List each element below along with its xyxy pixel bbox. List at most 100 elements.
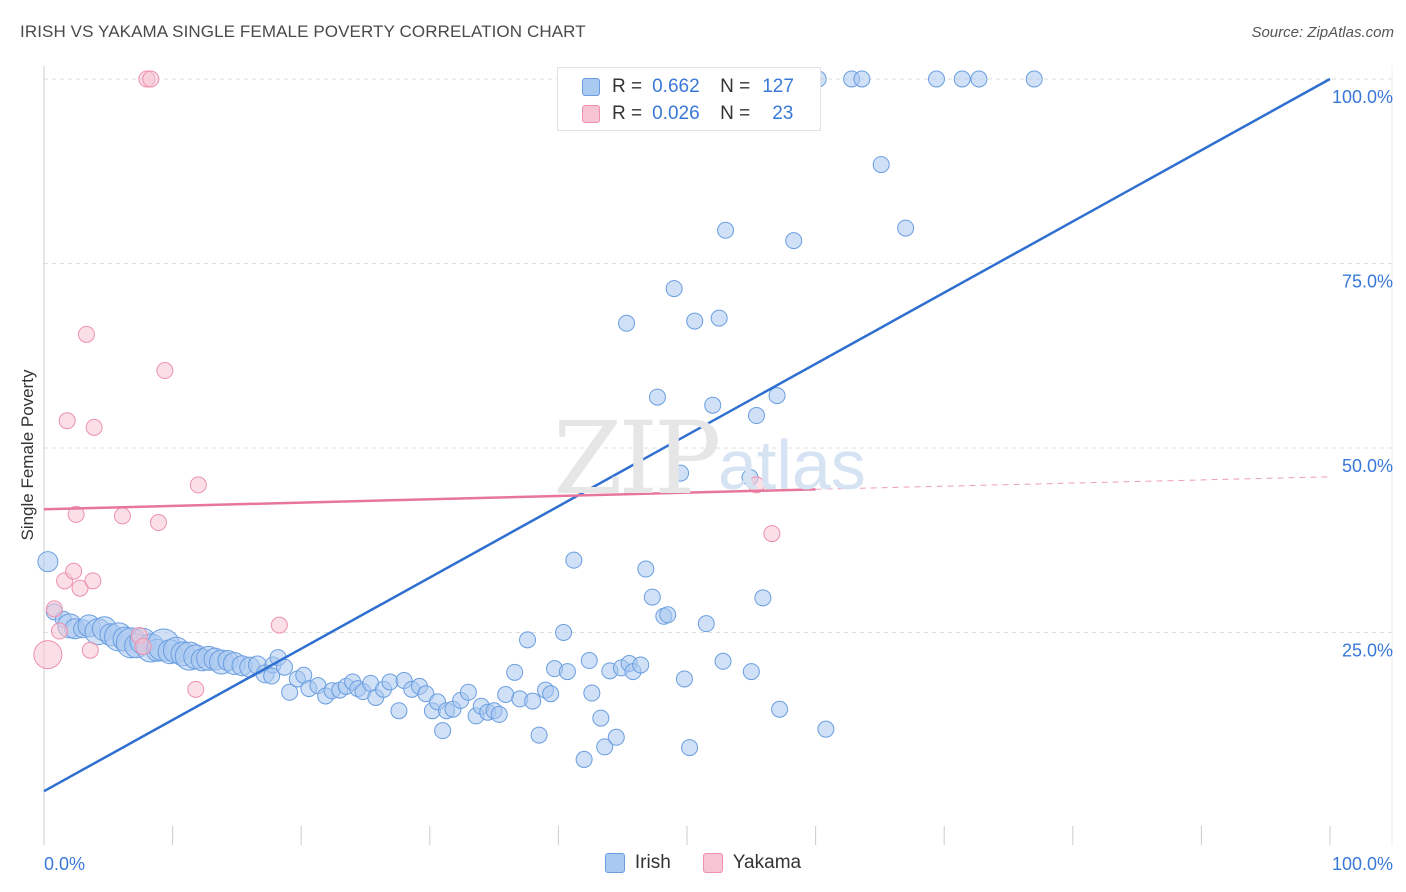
yakama-point: [67, 505, 85, 523]
irish-point: [771, 700, 789, 718]
irish-point: [417, 685, 435, 703]
irish-legend-label: Irish: [634, 852, 671, 873]
irish-point: [580, 652, 598, 670]
y-tick-label-3: 100.0%: [1332, 87, 1393, 107]
legend-item-yakama[interactable]: Yakama: [702, 852, 802, 874]
irish-point: [575, 750, 593, 768]
x-tick-label-0: 0.0%: [44, 854, 85, 874]
series-legend: Irish Yakama: [0, 852, 1406, 874]
irish-point: [681, 739, 699, 757]
irish-point: [281, 683, 299, 701]
irish-point: [555, 624, 573, 641]
irish-point: [785, 232, 803, 250]
irish-point: [675, 670, 693, 688]
irish-point: [618, 314, 636, 332]
yakama-point: [33, 640, 63, 670]
yakama-point: [189, 476, 207, 494]
irish-point: [434, 722, 452, 740]
yakama-r-value: 0.026: [652, 103, 700, 124]
irish-point: [970, 70, 988, 88]
irish-point: [583, 684, 601, 702]
y-tick-label-0: 25.0%: [1342, 641, 1393, 661]
yakama-point: [77, 325, 95, 343]
irish-point: [747, 407, 765, 425]
irish-trend-line: [43, 77, 1331, 793]
irish-point: [632, 656, 650, 674]
yakama-point: [81, 641, 99, 659]
yakama-legend-swatch: [702, 853, 723, 873]
irish-point: [659, 606, 677, 624]
irish-point: [717, 221, 735, 239]
y-axis-label: Single Female Poverty: [18, 369, 37, 541]
irish-point: [592, 709, 610, 727]
legend-item-irish[interactable]: Irish: [604, 852, 671, 874]
irish-r-label: R =: [612, 76, 643, 97]
yakama-n-label: N =: [720, 103, 751, 124]
x-tick-label-1: 100.0%: [1332, 854, 1393, 874]
irish-point: [665, 280, 683, 298]
yakama-point: [84, 572, 102, 590]
irish-point: [853, 70, 871, 88]
irish-point: [927, 70, 945, 88]
irish-point: [872, 156, 890, 174]
yakama-point: [763, 525, 781, 543]
yakama-point: [65, 562, 83, 580]
irish-point: [648, 388, 666, 406]
irish-point: [897, 219, 915, 237]
irish-point: [768, 387, 786, 405]
yakama-trend-line: [43, 488, 816, 511]
yakama-point: [113, 507, 131, 525]
irish-point: [459, 683, 477, 701]
irish-point: [390, 702, 408, 720]
irish-point: [704, 396, 722, 414]
yakama-point: [156, 362, 174, 380]
yakama-point: [270, 616, 288, 634]
irish-point: [637, 560, 655, 578]
irish-point: [37, 551, 59, 573]
irish-point: [565, 551, 583, 569]
irish-point: [754, 589, 772, 607]
yakama-swatch: [582, 105, 600, 123]
yakama-r-label: R =: [612, 103, 643, 124]
irish-point: [607, 728, 625, 746]
irish-point: [643, 588, 661, 606]
irish-point: [672, 464, 690, 482]
yakama-n-value: 23: [772, 103, 794, 124]
irish-swatch: [582, 78, 600, 96]
irish-point: [710, 309, 728, 327]
yakama-point: [71, 579, 89, 597]
chart-title: IRISH VS YAKAMA SINGLE FEMALE POVERTY CO…: [20, 22, 586, 41]
yakama-point: [142, 70, 160, 88]
irish-point: [953, 70, 971, 88]
irish-point: [381, 673, 399, 691]
irish-point: [542, 685, 560, 703]
irish-point: [714, 652, 732, 670]
yakama-trend-extension: [815, 476, 1331, 490]
irish-point: [1025, 70, 1043, 88]
yakama-point: [50, 622, 68, 640]
yakama-legend-label: Yakama: [732, 852, 802, 873]
legend-row-yakama: R = 0.026 N = 23: [582, 101, 793, 127]
watermark-zip: ZIP: [553, 400, 721, 517]
source-label: Source: ZipAtlas.com: [1251, 24, 1394, 41]
irish-point: [263, 667, 281, 685]
yakama-point: [85, 418, 103, 436]
irish-legend-swatch: [604, 853, 625, 873]
irish-point: [506, 663, 524, 681]
irish-point: [519, 631, 537, 649]
irish-point: [490, 705, 508, 723]
irish-point: [596, 738, 614, 756]
y-tick-label-1: 50.0%: [1342, 456, 1393, 476]
yakama-point: [747, 476, 765, 494]
irish-point: [742, 663, 760, 681]
yakama-point: [149, 514, 167, 532]
yakama-point: [187, 680, 205, 698]
irish-point: [686, 312, 704, 330]
watermark-atlas: atlas: [718, 426, 866, 504]
yakama-point: [134, 638, 152, 656]
irish-r-value: 0.662: [652, 76, 700, 97]
irish-point: [697, 615, 715, 633]
irish-n-value: 127: [762, 76, 794, 97]
yakama-point: [58, 412, 76, 430]
